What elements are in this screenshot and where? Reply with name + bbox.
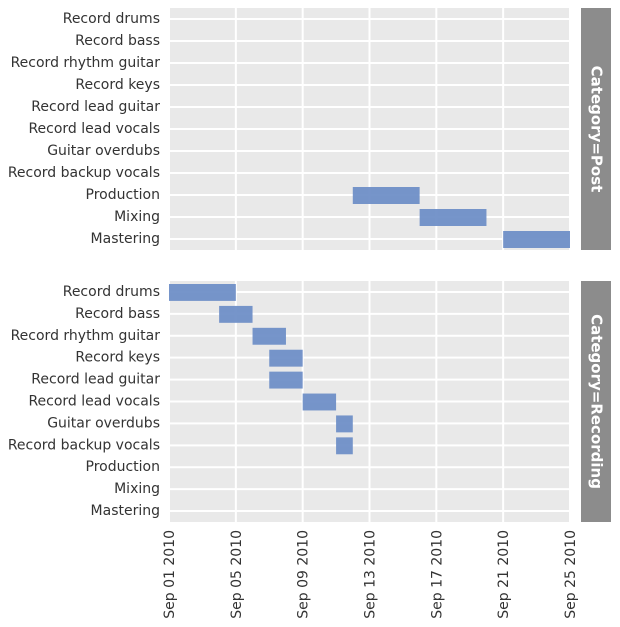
- facet-2-task-label-record-bass: Record bass: [75, 306, 160, 322]
- facet-1-task-label-record-keys: Record keys: [75, 77, 160, 93]
- facet-2-strip-label: Category=Recording: [588, 314, 606, 489]
- facet-2-task-label-mixing: Mixing: [114, 481, 160, 497]
- facet-2-task-label-record-rhythm-guitar: Record rhythm guitar: [11, 328, 161, 344]
- facet-2-task-label-record-keys: Record keys: [75, 350, 160, 366]
- facet-2-bar-record-backup-vocals: [336, 437, 353, 455]
- facet-2-bar-record-bass: [219, 305, 253, 323]
- facet-2-strip: [581, 281, 611, 522]
- x-tick-label-0: Sep 01 2010: [162, 530, 178, 619]
- x-tick-label-6: Sep 25 2010: [563, 530, 579, 619]
- facet-2-bar-record-keys: [269, 349, 303, 367]
- facet-1-bar-production: [352, 187, 420, 204]
- facet-1-task-label-record-rhythm-guitar: Record rhythm guitar: [11, 55, 161, 71]
- facet-1-task-label-record-backup-vocals: Record backup vocals: [8, 165, 160, 181]
- facet-2-bar-record-lead-vocals: [302, 393, 337, 411]
- facet-1-task-label-production: Production: [86, 187, 160, 203]
- facet-1-task-label-record-bass: Record bass: [75, 33, 160, 49]
- facet-2-task-label-production: Production: [86, 459, 160, 475]
- x-tick-label-2: Sep 09 2010: [296, 530, 312, 619]
- facet-2-bar-record-drums: [169, 284, 236, 301]
- facet-1-strip: [581, 8, 611, 250]
- x-tick-label-1: Sep 05 2010: [229, 530, 245, 619]
- facet-2-task-label-record-lead-guitar: Record lead guitar: [31, 372, 160, 388]
- facet-2-task-label-mastering: Mastering: [91, 503, 160, 519]
- facet-1-task-label-guitar-overdubs: Guitar overdubs: [47, 143, 160, 159]
- facet-1-strip-label: Category=Post: [588, 66, 606, 193]
- facet-1-task-label-record-lead-vocals: Record lead vocals: [28, 121, 160, 137]
- x-tick-label-3: Sep 13 2010: [363, 530, 379, 619]
- facet-1-task-label-record-lead-guitar: Record lead guitar: [31, 99, 160, 115]
- facet-2-bar-guitar-overdubs: [336, 415, 353, 433]
- facet-2-bar-record-rhythm-guitar: [252, 327, 286, 345]
- facet-1-bar-mastering: [503, 231, 570, 248]
- facet-2-task-label-guitar-overdubs: Guitar overdubs: [47, 415, 160, 431]
- facet-2-task-label-record-drums: Record drums: [63, 284, 160, 300]
- facet-1-task-label-mixing: Mixing: [114, 209, 160, 225]
- facet-2-task-label-record-lead-vocals: Record lead vocals: [28, 394, 160, 410]
- facet-2-task-label-record-backup-vocals: Record backup vocals: [8, 437, 160, 453]
- facet-1-bar-mixing: [419, 209, 487, 226]
- x-tick-label-5: Sep 21 2010: [496, 530, 512, 619]
- facet-2-bar-record-lead-guitar: [269, 371, 303, 389]
- x-tick-label-4: Sep 17 2010: [429, 530, 445, 619]
- facet-1-task-label-record-drums: Record drums: [63, 11, 160, 27]
- facet-1-task-label-mastering: Mastering: [91, 231, 160, 247]
